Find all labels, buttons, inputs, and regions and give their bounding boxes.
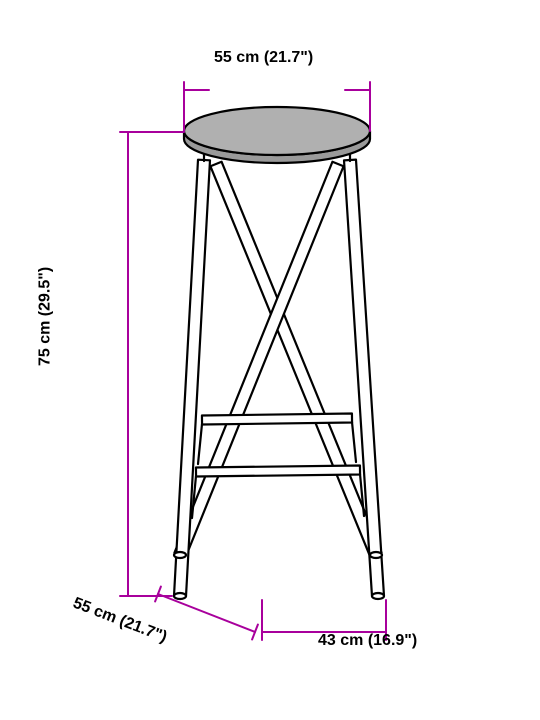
label-base-width: 43 cm (16.9") bbox=[318, 632, 417, 650]
diagram-canvas: 55 cm (21.7") 75 cm (29.5") 55 cm (21.7"… bbox=[0, 0, 540, 720]
label-height: 75 cm (29.5") bbox=[36, 267, 54, 366]
label-top-diameter: 55 cm (21.7") bbox=[214, 49, 313, 67]
